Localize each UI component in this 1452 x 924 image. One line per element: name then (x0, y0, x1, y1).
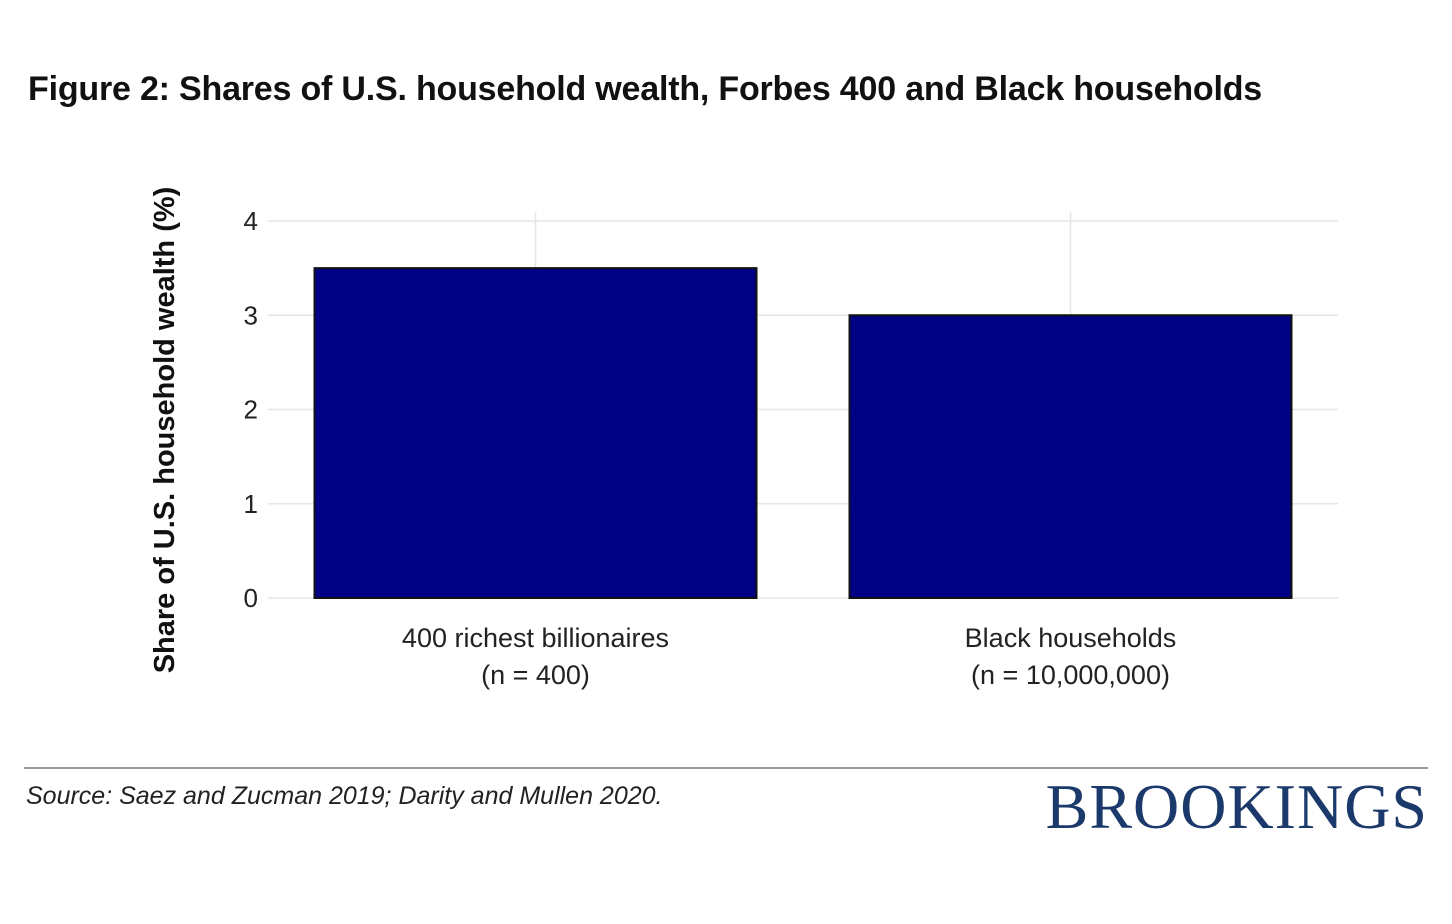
x-tick-label: Black households (965, 623, 1177, 653)
x-tick-label: (n = 400) (481, 660, 590, 690)
y-tick-label: 4 (244, 206, 258, 236)
brookings-logo: BROOKINGS (1045, 771, 1428, 842)
footer-divider (24, 767, 1428, 769)
x-tick-label: 400 richest billionaires (402, 623, 669, 653)
bar-2 (848, 314, 1293, 599)
y-tick-label: 3 (244, 300, 258, 330)
y-axis-label: Share of U.S. household wealth (%) (149, 187, 181, 674)
bar-1 (313, 267, 758, 599)
bar-chart: 0 1 2 3 4 400 richest billionaires (n = 400) Bl… (149, 187, 1338, 690)
source-note: Source: Saez and Zucman 2019; Darity and… (26, 782, 663, 810)
y-tick-label: 2 (244, 395, 258, 425)
y-tick-label: 0 (244, 583, 258, 613)
y-tick-label: 1 (244, 489, 258, 519)
chart-title: Figure 2: Shares of U.S. household wealt… (28, 70, 1263, 108)
x-tick-label: (n = 10,000,000) (971, 660, 1170, 690)
